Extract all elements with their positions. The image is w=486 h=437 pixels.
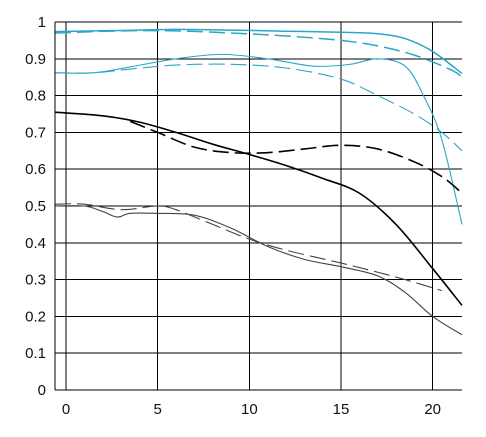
y-tick-label: 0.3 xyxy=(25,272,46,289)
y-tick-label: 0.6 xyxy=(25,161,46,178)
x-tick-label: 5 xyxy=(153,401,161,418)
grid-layer xyxy=(55,21,462,390)
frame-layer xyxy=(54,22,462,391)
y-tick-label: 0.5 xyxy=(25,198,46,215)
y-tick-label: 0.8 xyxy=(25,88,46,105)
series-line-2 xyxy=(54,29,463,78)
series-line-5 xyxy=(54,111,463,306)
x-tick-label: 0 xyxy=(62,401,70,418)
series-line-1 xyxy=(54,28,463,75)
x-tick-label: 15 xyxy=(333,401,350,418)
series-line-7 xyxy=(54,205,463,336)
series-line-8 xyxy=(54,203,442,292)
series-line-4 xyxy=(54,63,463,152)
series-line-6 xyxy=(129,120,463,194)
y-tick-label: 0.4 xyxy=(25,235,46,252)
y-tick-label: 0.2 xyxy=(25,308,46,325)
y-tick-label: 0 xyxy=(38,382,46,399)
series-line-3 xyxy=(54,53,463,225)
tick-label-layer: 00.10.20.30.40.50.60.70.80.910 5 10 15 20 xyxy=(25,14,441,418)
y-tick-label: 1 xyxy=(38,14,46,31)
series-layer xyxy=(54,28,463,336)
y-tick-label: 0.1 xyxy=(25,345,46,362)
y-tick-label: 0.9 xyxy=(25,51,46,68)
x-tick-label: 10 xyxy=(241,401,258,418)
y-tick-label: 0.7 xyxy=(25,124,46,141)
x-tick-label: 20 xyxy=(424,401,441,418)
